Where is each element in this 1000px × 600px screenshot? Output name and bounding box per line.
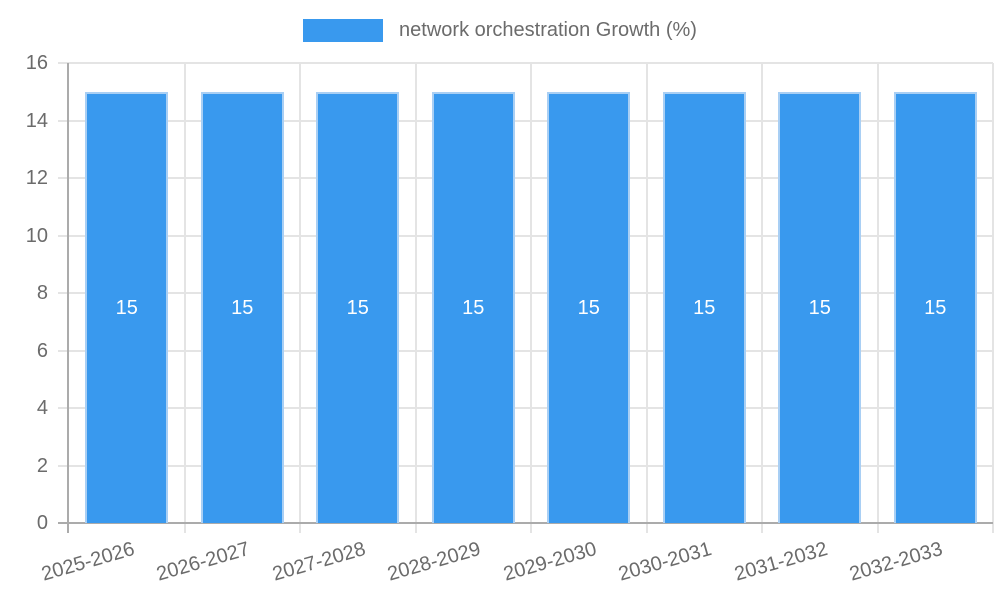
y-tick-mark bbox=[58, 62, 69, 64]
y-tick-label: 4 bbox=[36, 397, 48, 419]
y-axis-line bbox=[67, 63, 69, 533]
bar[interactable]: 15 bbox=[662, 91, 746, 523]
y-tick-label: 16 bbox=[25, 52, 48, 74]
y-tick-label: 8 bbox=[36, 282, 48, 304]
bar-value-label: 15 bbox=[115, 296, 138, 319]
legend-label: network orchestration Growth (%) bbox=[399, 19, 697, 41]
x-gridline bbox=[299, 63, 301, 533]
y-tick-label: 14 bbox=[25, 109, 48, 132]
y-tick-mark bbox=[58, 234, 69, 237]
bar[interactable]: 15 bbox=[316, 91, 400, 523]
x-tick-label: 2026-2027 bbox=[154, 538, 253, 586]
y-tick-label: 12 bbox=[25, 167, 48, 189]
x-gridline bbox=[876, 63, 879, 533]
x-axis-line bbox=[58, 522, 993, 524]
legend-item[interactable]: network orchestration Growth (%) bbox=[0, 19, 1000, 42]
x-tick-label: 2028-2029 bbox=[385, 538, 484, 586]
x-gridline bbox=[761, 63, 763, 533]
bar[interactable]: 15 bbox=[85, 91, 169, 523]
x-gridline bbox=[992, 63, 994, 533]
y-tick-mark bbox=[58, 464, 69, 467]
y-tick-mark bbox=[58, 292, 69, 294]
x-tick-label: 2025-2026 bbox=[38, 538, 137, 586]
y-tick-mark bbox=[58, 177, 69, 179]
bar-value-label: 15 bbox=[231, 296, 254, 319]
x-tick-label: 2029-2030 bbox=[500, 538, 599, 586]
bar[interactable]: 15 bbox=[200, 91, 284, 523]
y-tick-label: 0 bbox=[36, 512, 48, 534]
y-tick-label: 6 bbox=[36, 339, 48, 362]
bar[interactable]: 15 bbox=[431, 91, 515, 523]
bar-value-label: 15 bbox=[808, 296, 831, 319]
bar[interactable]: 15 bbox=[893, 91, 977, 523]
x-gridline bbox=[645, 63, 648, 533]
y-tick-label: 10 bbox=[25, 224, 48, 247]
x-tick-label: 2030-2031 bbox=[616, 538, 715, 586]
x-gridline bbox=[183, 63, 186, 533]
y-tick-mark bbox=[58, 119, 69, 122]
legend-swatch bbox=[303, 19, 384, 42]
y-tick-mark bbox=[58, 407, 69, 409]
bar-value-label: 15 bbox=[346, 296, 369, 319]
bar-value-label: 15 bbox=[924, 296, 947, 319]
x-tick-label: 2031-2032 bbox=[731, 538, 830, 586]
y-tick-mark bbox=[58, 349, 69, 352]
bar[interactable]: 15 bbox=[547, 91, 631, 523]
bar[interactable]: 15 bbox=[778, 91, 862, 523]
bar-value-label: 15 bbox=[462, 296, 485, 319]
x-gridline bbox=[414, 63, 417, 533]
bar-value-label: 15 bbox=[693, 296, 716, 319]
x-gridline bbox=[530, 63, 532, 533]
bar-value-label: 15 bbox=[577, 296, 600, 319]
x-tick-label: 2027-2028 bbox=[269, 538, 368, 586]
y-tick-label: 2 bbox=[36, 454, 48, 477]
x-tick-label: 2032-2033 bbox=[847, 538, 946, 586]
